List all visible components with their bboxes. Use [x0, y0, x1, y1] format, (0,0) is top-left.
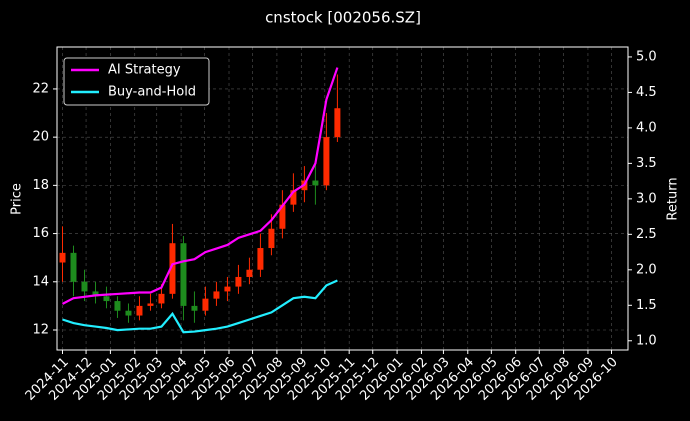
- candle-body: [114, 301, 121, 311]
- y2-tick-label: 2.5: [636, 227, 657, 242]
- y2-axis-label: Return: [666, 177, 681, 220]
- plot-frame: [56, 46, 629, 351]
- candle-body: [257, 248, 264, 270]
- candle-body: [191, 305, 198, 311]
- y2-tick-label: 5.0: [636, 49, 657, 64]
- y-tick-label: 22: [32, 81, 49, 96]
- candle-body: [213, 291, 220, 299]
- y2-tick-label: 4.5: [636, 85, 657, 100]
- candle-body: [268, 228, 275, 249]
- y2-tick-label: 1.5: [636, 298, 657, 313]
- candle-body: [290, 190, 297, 205]
- y2-tick-label: 3.0: [636, 191, 657, 206]
- candle-body: [180, 243, 187, 306]
- candle-body: [246, 269, 253, 277]
- chart-title: cnstock [002056.SZ]: [265, 9, 421, 27]
- y2-tick-label: 1.0: [636, 333, 657, 348]
- candle-body: [169, 243, 176, 294]
- candle-body: [147, 303, 154, 306]
- candle-body: [202, 298, 209, 311]
- candle-body: [92, 291, 99, 297]
- y-tick-label: 16: [32, 226, 49, 241]
- candle-body: [81, 281, 88, 292]
- candle-body: [103, 296, 110, 302]
- candle-body: [279, 204, 286, 229]
- y-tick-label: 12: [32, 322, 49, 337]
- legend-label: AI Strategy: [108, 63, 181, 78]
- y2-tick-label: 3.5: [636, 156, 657, 171]
- return-line: [62, 279, 338, 334]
- y-tick-label: 18: [32, 178, 49, 193]
- legend-box: [63, 57, 210, 106]
- y-tick-label: 14: [32, 274, 49, 289]
- candle-body: [334, 108, 341, 138]
- legend-label: Buy-and-Hold: [108, 85, 196, 100]
- y2-tick-label: 2.0: [636, 262, 657, 277]
- candle-body: [125, 310, 132, 316]
- y-axis-label: Price: [10, 183, 25, 215]
- candle-body: [70, 252, 77, 282]
- candle-body: [323, 137, 330, 186]
- y2-tick-label: 4.0: [636, 120, 657, 135]
- candle-body: [59, 252, 66, 263]
- candle-body: [136, 305, 143, 316]
- candle-body: [224, 286, 231, 292]
- candle-body: [235, 276, 242, 287]
- return-line: [61, 67, 339, 305]
- y-tick-label: 20: [32, 130, 49, 145]
- candle-body: [312, 180, 319, 186]
- candle-body: [158, 293, 165, 304]
